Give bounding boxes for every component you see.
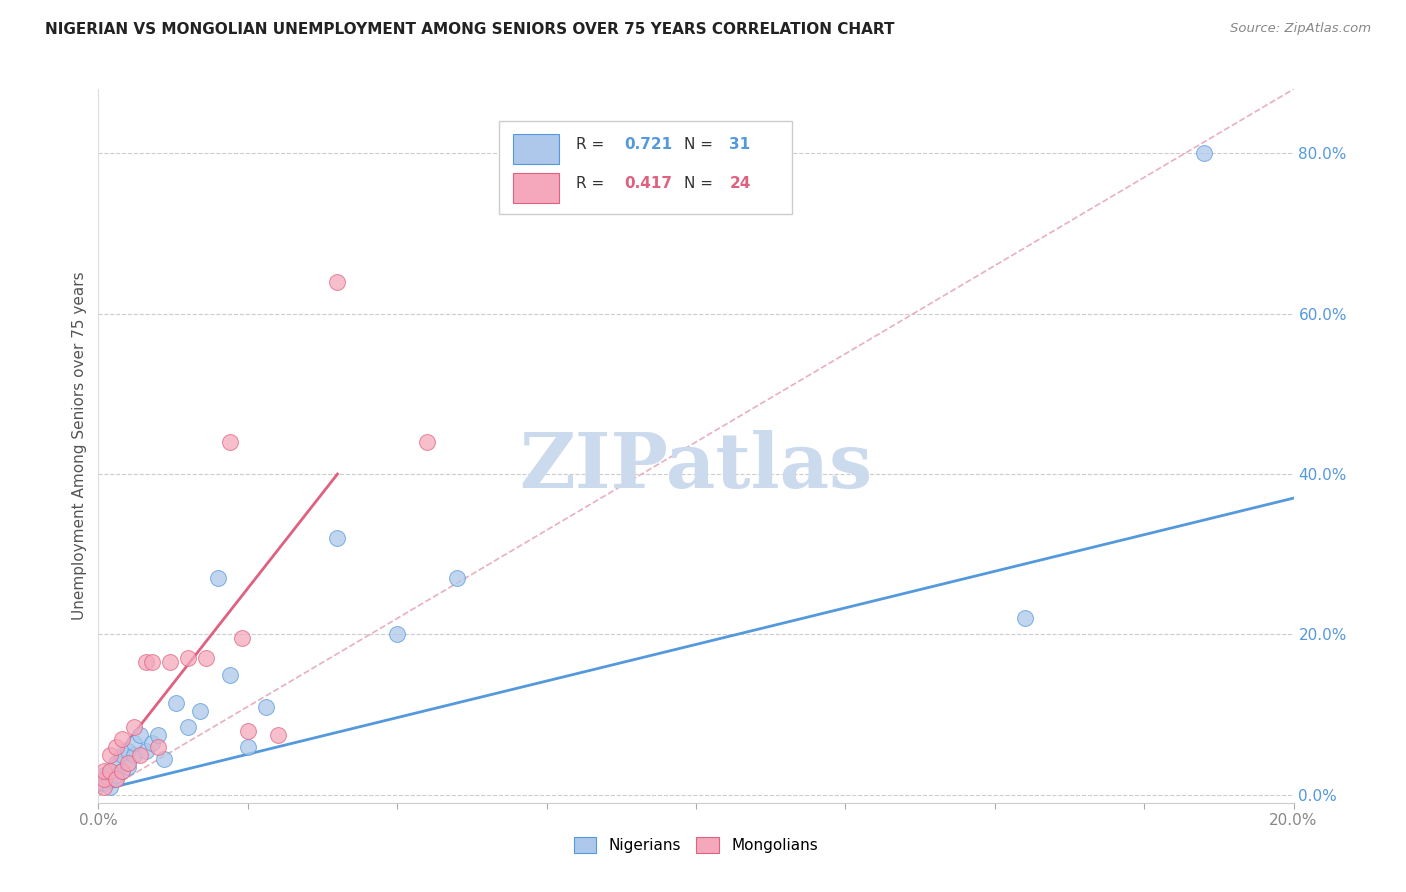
Text: 24: 24 <box>730 176 751 191</box>
Text: N =: N = <box>685 137 718 153</box>
Text: R =: R = <box>576 176 610 191</box>
Point <box>105 739 128 754</box>
Text: NIGERIAN VS MONGOLIAN UNEMPLOYMENT AMONG SENIORS OVER 75 YEARS CORRELATION CHART: NIGERIAN VS MONGOLIAN UNEMPLOYMENT AMONG… <box>45 22 894 37</box>
Point <box>98 780 122 794</box>
Point <box>135 744 157 758</box>
Point <box>267 728 290 742</box>
Point <box>98 764 122 778</box>
Text: N =: N = <box>685 176 718 191</box>
Point <box>326 531 349 545</box>
Point <box>153 752 176 766</box>
Text: ZIPatlas: ZIPatlas <box>519 431 873 504</box>
Point <box>148 728 170 742</box>
Point <box>141 736 163 750</box>
Point <box>111 747 134 762</box>
Point <box>177 720 200 734</box>
Point <box>93 764 115 778</box>
Text: Source: ZipAtlas.com: Source: ZipAtlas.com <box>1230 22 1371 36</box>
Point <box>117 756 139 770</box>
Point <box>236 739 259 754</box>
Point <box>1192 146 1215 161</box>
Legend: Nigerians, Mongolians: Nigerians, Mongolians <box>568 831 824 859</box>
Point <box>124 736 146 750</box>
Point <box>231 632 253 646</box>
Bar <box>513 134 558 164</box>
Point <box>165 696 187 710</box>
Point <box>236 723 259 738</box>
Text: 0.721: 0.721 <box>624 137 672 153</box>
Point <box>93 776 115 790</box>
Bar <box>513 173 558 202</box>
Point <box>141 656 163 670</box>
Point <box>254 699 277 714</box>
Point <box>117 760 139 774</box>
Point <box>93 780 115 794</box>
FancyBboxPatch shape <box>499 121 792 214</box>
Point <box>117 744 139 758</box>
Point <box>135 656 157 670</box>
Point <box>1014 611 1036 625</box>
Point <box>93 772 115 786</box>
Point <box>111 764 134 778</box>
Point <box>177 651 200 665</box>
Point <box>98 747 122 762</box>
Point <box>111 764 134 778</box>
Point <box>148 739 170 754</box>
Point <box>326 275 349 289</box>
Point <box>98 764 122 778</box>
Point <box>188 704 211 718</box>
Point <box>219 667 242 681</box>
Point <box>111 731 134 746</box>
Point <box>416 435 439 450</box>
Text: R =: R = <box>576 137 610 153</box>
Point <box>159 656 181 670</box>
Point <box>385 627 409 641</box>
Point <box>105 772 128 786</box>
Point <box>105 756 128 770</box>
Text: 0.417: 0.417 <box>624 176 672 191</box>
Point <box>129 747 152 762</box>
Text: 31: 31 <box>730 137 751 153</box>
Point <box>124 720 146 734</box>
Point <box>98 772 122 786</box>
Point <box>207 571 229 585</box>
Point <box>446 571 468 585</box>
Point <box>124 747 146 762</box>
Point <box>129 728 152 742</box>
Point <box>105 772 128 786</box>
Point <box>195 651 218 665</box>
Point <box>219 435 242 450</box>
Point <box>93 768 115 782</box>
Point <box>105 768 128 782</box>
Y-axis label: Unemployment Among Seniors over 75 years: Unemployment Among Seniors over 75 years <box>72 272 87 620</box>
